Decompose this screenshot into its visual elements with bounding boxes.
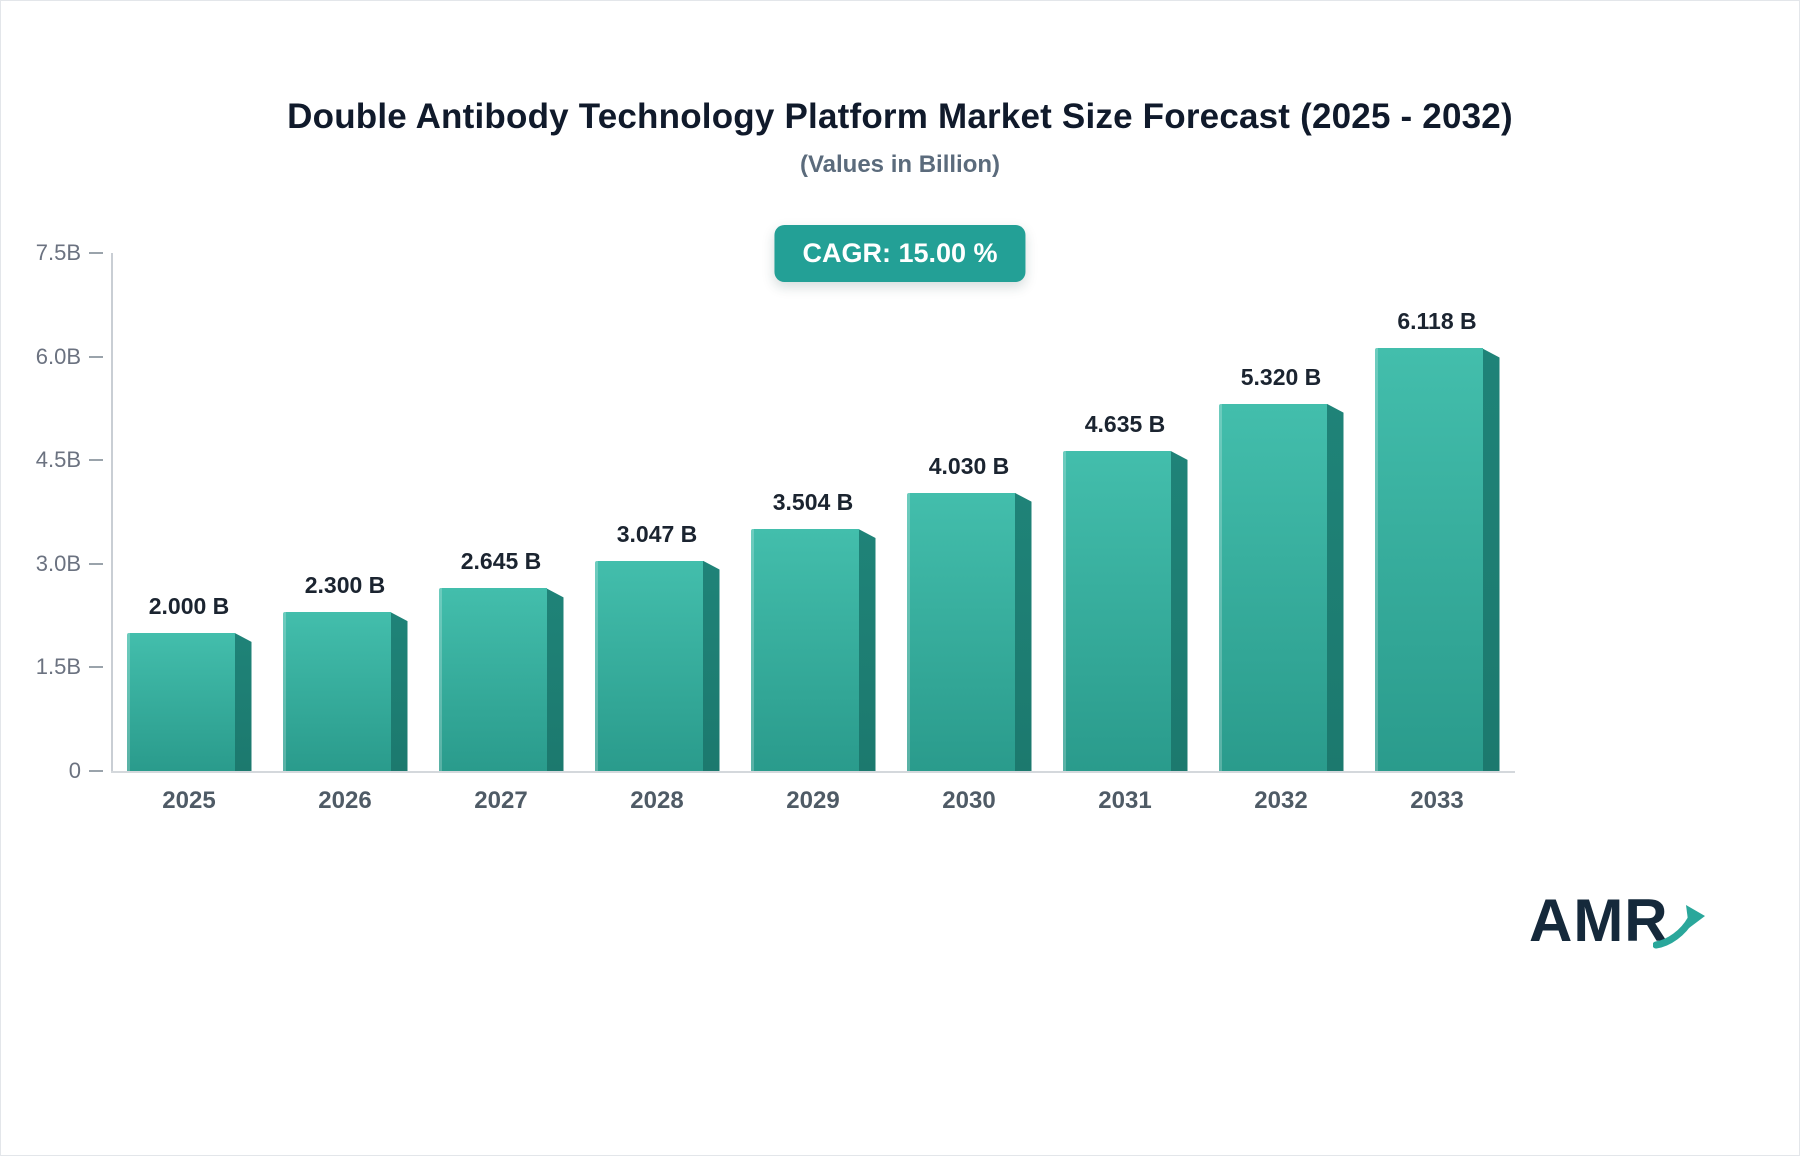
bar-2027 bbox=[438, 588, 564, 771]
x-axis-label: 2032 bbox=[1254, 787, 1308, 814]
x-axis-line bbox=[111, 771, 1515, 773]
bar-side-face bbox=[234, 632, 252, 771]
bar-front-face bbox=[906, 492, 1015, 771]
bar-side-face bbox=[1014, 492, 1032, 771]
y-tick-label: 1.5B bbox=[35, 654, 81, 680]
bar-2033 bbox=[1374, 348, 1500, 771]
chart-subtitle: (Values in Billion) bbox=[799, 151, 1001, 178]
y-tick-mark bbox=[89, 459, 103, 462]
y-tick-label: 3.0B bbox=[35, 550, 81, 576]
bar-side-face bbox=[702, 560, 720, 771]
chart-title: Double Antibody Technology Platform Mark… bbox=[287, 97, 1513, 136]
trend-up-arrow-icon bbox=[1652, 905, 1705, 949]
bar-value-label: 4.030 B bbox=[928, 452, 1010, 479]
bar-side-face bbox=[858, 528, 876, 771]
x-axis-label: 2028 bbox=[630, 787, 684, 814]
y-tick-mark bbox=[89, 770, 103, 772]
bar-2026 bbox=[282, 612, 408, 771]
bar-value-label: 2.000 B bbox=[148, 592, 230, 619]
x-axis-label: 2030 bbox=[942, 787, 996, 814]
bar-value-label: 2.645 B bbox=[460, 548, 542, 575]
x-axis-label: 2026 bbox=[318, 787, 372, 814]
bar-front-face bbox=[1374, 348, 1483, 771]
bar-value-label: 3.047 B bbox=[616, 520, 698, 547]
y-tick-mark bbox=[89, 355, 103, 358]
bar-side-face bbox=[546, 588, 564, 771]
bar-2031 bbox=[1062, 450, 1188, 771]
bar-value-label: 4.635 B bbox=[1084, 410, 1166, 437]
bar-side-face bbox=[1482, 348, 1500, 771]
bar-front-face bbox=[1218, 403, 1327, 771]
bar-2030 bbox=[906, 492, 1032, 771]
y-tick-label: 4.5B bbox=[35, 447, 81, 473]
bar-side-face bbox=[390, 612, 408, 771]
bar-2028 bbox=[594, 560, 720, 771]
bar-2032 bbox=[1218, 403, 1344, 771]
x-axis-label: 2025 bbox=[162, 787, 216, 814]
brand-logo-text: AMR bbox=[1529, 887, 1669, 954]
bar-front-face bbox=[438, 588, 547, 771]
bar-front-face bbox=[282, 612, 391, 771]
y-tick-mark bbox=[89, 666, 103, 669]
x-axis-label: 2031 bbox=[1098, 787, 1152, 814]
bar-side-face bbox=[1170, 450, 1188, 771]
bar-front-face bbox=[750, 528, 859, 771]
y-axis-line bbox=[111, 253, 113, 773]
y-tick-mark bbox=[89, 562, 103, 565]
brand-logo: AMR bbox=[1529, 891, 1705, 951]
y-tick-mark bbox=[89, 252, 103, 254]
bar-2029 bbox=[750, 528, 876, 771]
bar-value-label: 3.504 B bbox=[772, 488, 854, 515]
y-tick-label: 6.0B bbox=[35, 343, 81, 369]
cagr-badge: CAGR: 15.00 % bbox=[774, 225, 1026, 282]
bar-value-label: 2.300 B bbox=[304, 572, 386, 599]
bar-side-face bbox=[1326, 403, 1344, 771]
y-tick-label: 0 bbox=[68, 758, 81, 783]
x-axis-label: 2027 bbox=[474, 787, 528, 814]
bar-front-face bbox=[594, 560, 703, 771]
x-axis-label: 2029 bbox=[786, 787, 840, 814]
bar-front-face bbox=[126, 632, 235, 771]
y-tick-label: 7.5B bbox=[35, 240, 81, 265]
x-axis-label: 2033 bbox=[1410, 787, 1464, 814]
chart-region: 0 1.5B 3.0B 4.5B 6.0B 7.5B 2.000 B 2.300 B 2.64… bbox=[31, 240, 1531, 846]
bar-2025 bbox=[126, 632, 252, 771]
bar-value-label: 6.118 B bbox=[1397, 308, 1477, 335]
bar-front-face bbox=[1062, 450, 1171, 771]
bar-value-label: 5.320 B bbox=[1240, 363, 1322, 390]
